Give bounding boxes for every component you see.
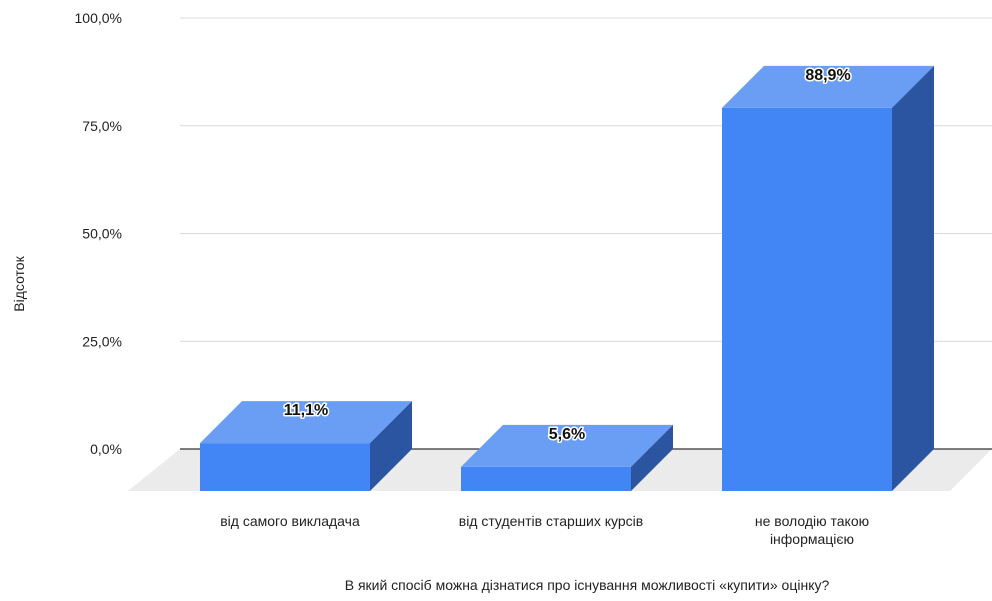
bar-side-face bbox=[370, 401, 412, 491]
x-category-label: інформацією bbox=[770, 531, 854, 547]
y-tick-label: 50,0% bbox=[82, 226, 122, 242]
data-label: 88,9% bbox=[805, 67, 850, 84]
x-category-label: від самого викладача bbox=[220, 513, 360, 529]
y-axis-title: Відсоток bbox=[11, 255, 27, 311]
data-label: 11,1% bbox=[284, 402, 328, 419]
y-tick-label: 25,0% bbox=[82, 333, 122, 349]
data-labels: 11,1% 5,6% 88,9% bbox=[282, 65, 852, 444]
bar-2 bbox=[461, 424, 673, 491]
data-label: 5,6% bbox=[549, 426, 585, 443]
bar-front-face bbox=[200, 443, 370, 491]
bar-side-face bbox=[631, 424, 673, 491]
y-tick-label: 0,0% bbox=[90, 441, 122, 457]
x-category-label: від студентів старших курсів bbox=[459, 513, 643, 529]
x-axis-title: В який спосіб можна дізнатися про існува… bbox=[345, 577, 830, 593]
y-tick-label: 75,0% bbox=[82, 118, 122, 134]
bar-front-face bbox=[722, 107, 892, 491]
x-axis-categories: від самого викладача від студентів старши… bbox=[220, 513, 869, 547]
y-axis-ticks: 0,0% 25,0% 50,0% 75,0% 100,0% bbox=[75, 10, 122, 457]
bar-1 bbox=[200, 401, 412, 491]
bars bbox=[200, 65, 934, 491]
bar-front-face bbox=[461, 466, 631, 491]
y-tick-label: 100,0% bbox=[75, 10, 122, 26]
bar-top-face bbox=[200, 401, 412, 444]
bar-top-face bbox=[722, 65, 934, 108]
bar-top-face bbox=[461, 424, 673, 467]
bar-3 bbox=[722, 65, 934, 491]
bar-side-face bbox=[892, 65, 934, 491]
x-category-label: не володію такою bbox=[755, 513, 869, 529]
